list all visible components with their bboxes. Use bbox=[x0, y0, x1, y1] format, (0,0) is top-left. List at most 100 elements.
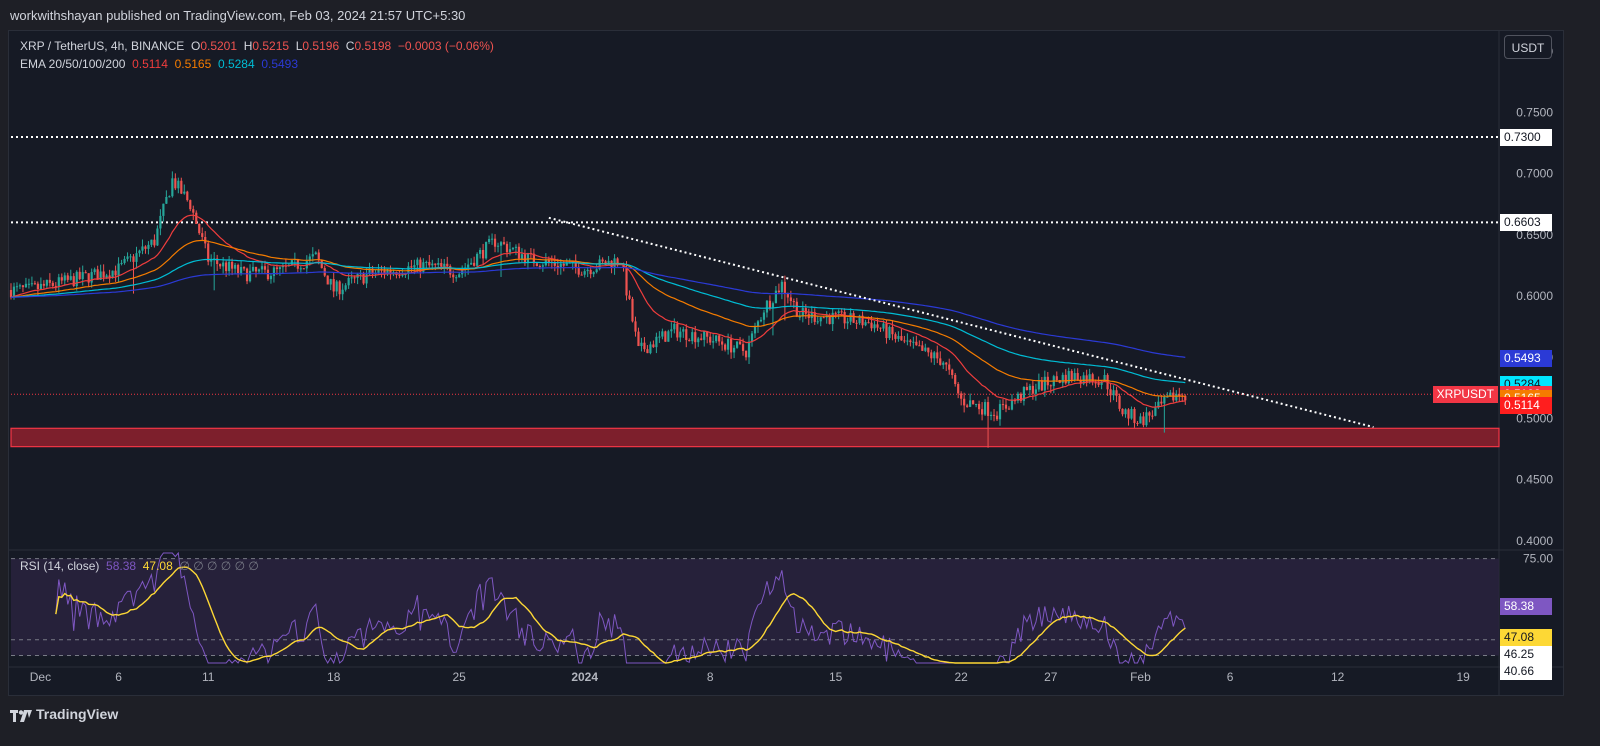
candle-body bbox=[1184, 395, 1187, 401]
candle-body bbox=[747, 341, 751, 358]
candle-body bbox=[1157, 401, 1160, 408]
candle-body bbox=[1007, 408, 1011, 410]
candle-body bbox=[1166, 396, 1169, 398]
candle-body bbox=[789, 297, 792, 302]
rsi-axis-tag: 47.08 bbox=[1500, 629, 1552, 647]
candle-body bbox=[673, 323, 676, 330]
candle-body bbox=[616, 258, 619, 264]
symbol-name-tag: XRPUSDT bbox=[1432, 386, 1498, 404]
candle-body bbox=[222, 262, 225, 267]
candle-body bbox=[1064, 374, 1067, 384]
candle-body bbox=[329, 279, 332, 285]
candle-body bbox=[712, 341, 715, 343]
candle-body bbox=[467, 264, 470, 268]
candle-body bbox=[96, 269, 99, 280]
chart-frame[interactable]: 0.80000.75000.70000.65000.60000.55000.50… bbox=[8, 30, 1564, 696]
currency-unit-button[interactable]: USDT bbox=[1504, 35, 1552, 59]
publish-info: workwithshayan published on TradingView.… bbox=[10, 8, 466, 23]
candle-body bbox=[248, 270, 252, 282]
candle-body bbox=[428, 261, 431, 266]
candle-body bbox=[753, 326, 757, 334]
rsi-axis-tag: 40.66 bbox=[1500, 663, 1552, 681]
candle-body bbox=[825, 316, 828, 318]
candle-body bbox=[715, 335, 718, 342]
candle-body bbox=[12, 286, 16, 298]
candle-body bbox=[1076, 373, 1079, 381]
candle-body bbox=[257, 269, 261, 272]
price-chart[interactable]: 0.80000.75000.70000.65000.60000.55000.50… bbox=[9, 31, 1563, 695]
candle-body bbox=[580, 274, 583, 276]
candle-body bbox=[105, 275, 108, 278]
candle-body bbox=[882, 323, 885, 329]
candle-body bbox=[927, 347, 930, 353]
candle-body bbox=[1112, 390, 1115, 396]
ema-label[interactable]: EMA 20/50/100/200 bbox=[20, 57, 126, 71]
candle-body bbox=[840, 311, 843, 313]
candle-body bbox=[819, 317, 822, 322]
candle-body bbox=[473, 262, 476, 266]
candle-body bbox=[15, 286, 19, 288]
candle-body bbox=[496, 245, 500, 247]
candle-body bbox=[1055, 376, 1058, 381]
candle-body bbox=[1061, 374, 1064, 383]
candle-body bbox=[84, 272, 87, 274]
time-axis-label: Feb bbox=[1130, 670, 1151, 684]
brand-name[interactable]: TradingView bbox=[36, 706, 119, 722]
candle-body bbox=[368, 268, 371, 275]
candle-body bbox=[347, 277, 350, 286]
candle-body bbox=[1010, 400, 1014, 410]
candle-body bbox=[1148, 412, 1151, 416]
candle-body bbox=[977, 403, 981, 410]
candle-body bbox=[147, 244, 150, 249]
candle-body bbox=[891, 326, 894, 335]
candle-body bbox=[93, 269, 96, 273]
candle-body bbox=[144, 246, 147, 249]
candle-body bbox=[646, 349, 649, 354]
candle-body bbox=[813, 312, 816, 322]
candle-body bbox=[117, 263, 120, 276]
candle-body bbox=[251, 266, 255, 271]
candle-body bbox=[111, 270, 114, 278]
candle-body bbox=[338, 281, 341, 295]
candle-body bbox=[995, 415, 999, 420]
candle-body bbox=[676, 323, 679, 338]
time-axis-label: 25 bbox=[453, 670, 467, 684]
candle-body bbox=[939, 358, 942, 365]
candle-body bbox=[236, 264, 240, 274]
rsi-label[interactable]: RSI (14, close) bbox=[20, 559, 100, 573]
candle-body bbox=[655, 336, 658, 348]
candle-body bbox=[849, 313, 852, 322]
candle-body bbox=[921, 345, 924, 351]
candle-body bbox=[1100, 381, 1103, 385]
price-axis-label: 0.6000 bbox=[1516, 289, 1553, 303]
rsi-axis-tag: 46.25 bbox=[1500, 646, 1552, 664]
candle-body bbox=[228, 261, 231, 272]
candle-body bbox=[885, 323, 888, 339]
high-value: 0.5215 bbox=[252, 39, 290, 53]
candle-body bbox=[1040, 380, 1043, 391]
candle-body bbox=[586, 269, 589, 272]
candle-body bbox=[493, 238, 497, 247]
candle-body bbox=[682, 329, 685, 332]
candle-body bbox=[216, 258, 219, 264]
descending-trendline bbox=[548, 216, 1374, 429]
candle-body bbox=[1160, 401, 1163, 404]
candle-body bbox=[634, 321, 637, 332]
candle-body bbox=[192, 209, 195, 213]
candle-body bbox=[963, 398, 966, 406]
symbol-label[interactable]: XRP / TetherUS, 4h, BINANCE bbox=[20, 39, 185, 53]
candle-body bbox=[1016, 393, 1020, 401]
candle-body bbox=[254, 266, 258, 272]
candle-body bbox=[344, 285, 347, 290]
candle-body bbox=[1136, 422, 1139, 424]
candle-body bbox=[777, 290, 781, 293]
candle-body bbox=[266, 269, 270, 280]
candle-body bbox=[918, 345, 921, 347]
candle-body bbox=[631, 298, 634, 322]
candle-body bbox=[302, 268, 305, 270]
candle-body bbox=[153, 239, 156, 246]
candle-body bbox=[9, 290, 13, 298]
ema200-value: 0.5493 bbox=[261, 57, 299, 71]
candle-body bbox=[864, 322, 867, 326]
candle-body bbox=[837, 311, 840, 313]
